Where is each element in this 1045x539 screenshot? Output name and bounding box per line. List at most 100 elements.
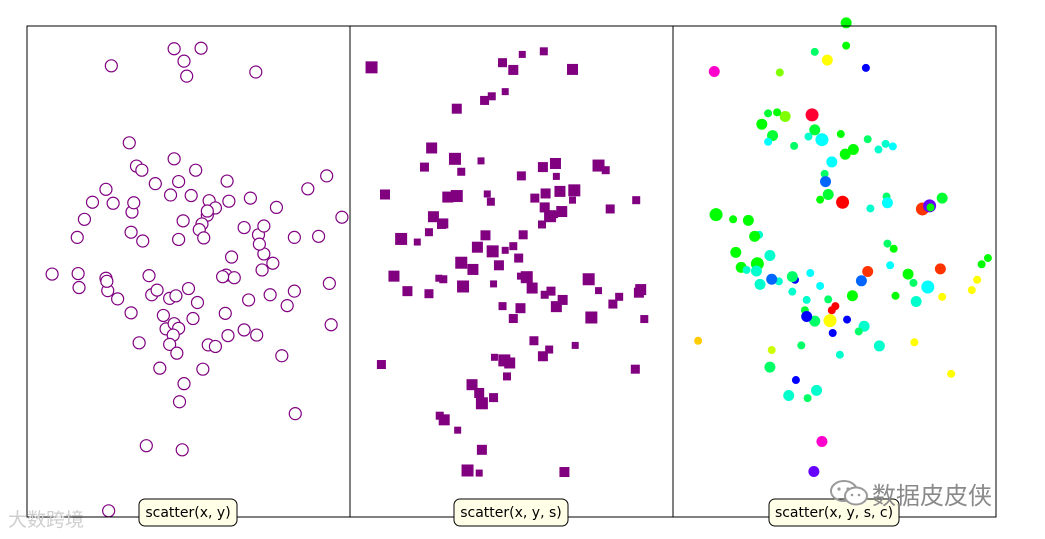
scatter-point — [549, 157, 561, 169]
scatter-point — [250, 328, 264, 342]
scatter-point — [883, 239, 892, 248]
panel-scatter-xysc — [672, 17, 997, 518]
scatter-point — [181, 281, 196, 296]
scatter-point — [515, 303, 526, 314]
scatter-point — [826, 156, 838, 168]
scatter-point — [983, 254, 992, 263]
scatter-point — [200, 204, 214, 218]
scatter-point — [124, 225, 138, 239]
scatter-point — [822, 188, 834, 200]
scatter-point — [172, 232, 186, 247]
scatter-point — [189, 163, 203, 177]
scatter-point — [767, 346, 776, 355]
scatter-point — [167, 152, 181, 166]
scatter-point — [571, 341, 579, 349]
scatter-point — [437, 219, 447, 229]
scatter-point — [439, 275, 448, 284]
scatter-point — [490, 353, 498, 361]
scatter-point — [322, 276, 336, 290]
scatter-point — [568, 184, 581, 197]
scatter-point — [498, 58, 508, 68]
scatter-point — [139, 439, 153, 453]
scatter-point — [764, 361, 776, 373]
scatter-point — [280, 299, 294, 313]
scatter-point — [842, 41, 851, 50]
scatter-point — [167, 42, 181, 56]
scatter-point — [227, 271, 241, 285]
scatter-point — [802, 295, 811, 304]
scatter-point — [766, 273, 778, 285]
scatter-point — [208, 339, 223, 354]
scatter-point — [197, 231, 211, 245]
scatter-point — [218, 306, 232, 320]
scatter-point — [466, 379, 478, 391]
scatter-point — [820, 176, 832, 188]
scatter-point — [729, 215, 738, 224]
scatter-point — [72, 280, 86, 295]
scatter-point — [45, 267, 59, 281]
scatter-point — [764, 249, 776, 261]
scatter-point — [559, 467, 570, 478]
label-box-0: scatter(x, y) — [138, 498, 238, 527]
scatter-point — [889, 244, 898, 253]
scatter-point — [190, 295, 205, 310]
scatter-point — [288, 407, 302, 421]
scatter-point — [608, 299, 618, 309]
scatter-point — [540, 188, 551, 199]
scatter-point — [498, 302, 507, 311]
scatter-point — [824, 295, 833, 304]
scatter-point — [557, 294, 568, 305]
scatter-point — [242, 293, 256, 307]
scatter-point — [71, 266, 85, 281]
scatter-point — [595, 287, 603, 295]
wechat-icon — [830, 480, 868, 506]
scatter-point — [457, 280, 470, 293]
scatter-point — [764, 137, 773, 146]
scatter-point — [106, 196, 120, 210]
scatter-point — [821, 54, 833, 66]
scatter-point — [388, 270, 400, 282]
scatter-point — [493, 260, 504, 271]
scatter-point — [902, 268, 914, 280]
scatter-point — [516, 272, 524, 280]
scatter-point — [170, 346, 184, 360]
scatter-point — [855, 275, 867, 287]
scatter-point — [426, 142, 438, 154]
scatter-point — [266, 256, 280, 270]
scatter-point — [973, 275, 982, 284]
scatter-point — [827, 306, 836, 315]
scatter-point — [503, 372, 512, 381]
scatter-point — [839, 148, 851, 160]
scatter-point — [947, 369, 956, 378]
scatter-point — [836, 195, 850, 209]
scatter-point — [909, 278, 918, 287]
scatter-point — [455, 256, 468, 269]
scatter-point — [709, 208, 723, 222]
scatter-point — [365, 61, 378, 74]
scatter-point — [275, 349, 289, 363]
scatter-point — [873, 340, 885, 352]
axes-background — [350, 26, 673, 517]
scatter-point — [539, 47, 548, 56]
scatter-point — [809, 315, 821, 327]
scatter-point — [537, 351, 548, 362]
scatter-point — [756, 118, 768, 130]
scatter-point — [854, 327, 863, 336]
scatter-point — [471, 241, 483, 253]
scatter-point — [863, 135, 872, 144]
scatter-point — [255, 263, 269, 277]
scatter-point — [730, 246, 742, 258]
scatter-point — [816, 195, 825, 204]
scatter-point — [801, 310, 813, 322]
scatter-point — [808, 466, 820, 478]
scatter-point — [220, 174, 234, 188]
scatter-point — [640, 315, 649, 324]
scatter-point — [132, 336, 146, 350]
scatter-point — [427, 211, 439, 223]
scatter-point — [775, 68, 784, 77]
scatter-point — [592, 159, 605, 172]
scatter-point — [150, 283, 164, 297]
panel-label: scatter(x, y, s) — [460, 505, 562, 521]
scatter-point — [881, 139, 890, 148]
